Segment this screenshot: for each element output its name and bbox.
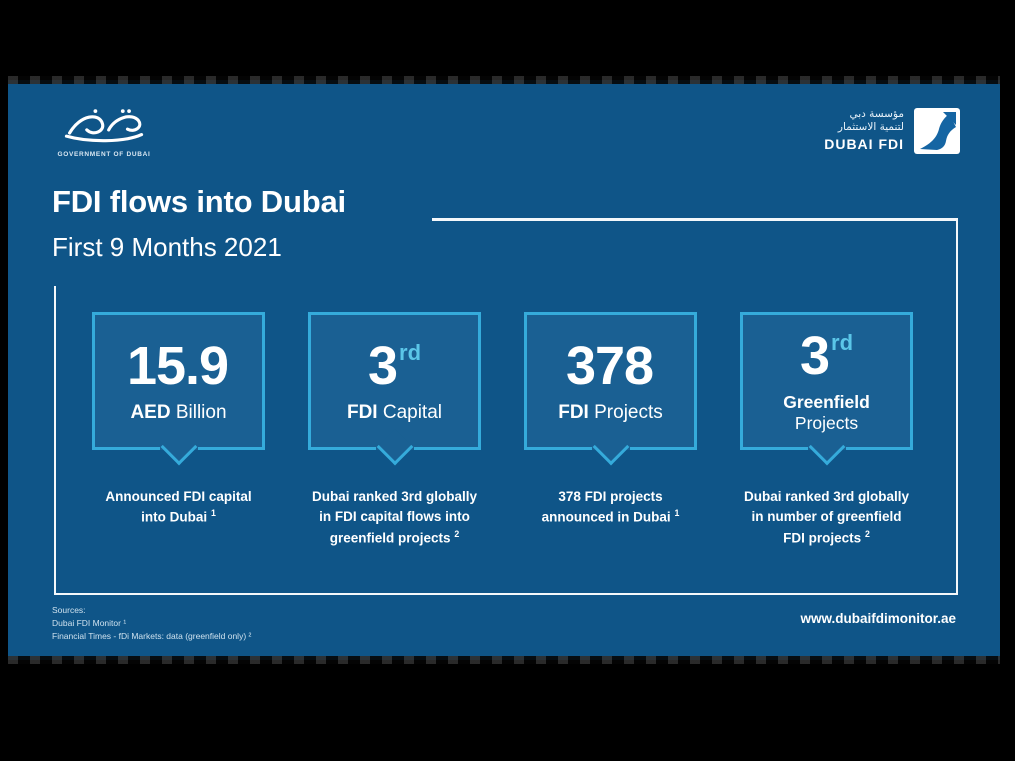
page-subtitle: First 9 Months 2021 bbox=[52, 232, 282, 262]
dubai-fdi-arabic-line1: مؤسسة دبي bbox=[849, 108, 904, 121]
stat-ordinal: rd bbox=[831, 329, 854, 355]
source-line-2: Financial Times - fDi Markets: data (gre… bbox=[52, 630, 252, 641]
stat-label: AED Billion bbox=[130, 401, 227, 423]
stat-card-fdi-projects: 378 FDI Projects 378 FDI projects announ… bbox=[524, 312, 697, 548]
footnote-marker: 1 bbox=[674, 508, 680, 519]
dubai-fdi-icon bbox=[914, 108, 960, 154]
stat-label: FDI Capital bbox=[346, 401, 443, 423]
stat-value-row: 378 bbox=[566, 339, 655, 393]
stat-bubble: 15.9 AED Billion bbox=[92, 312, 265, 466]
title-rule bbox=[432, 218, 958, 221]
stats-row: 15.9 AED Billion Announced FDI capital i… bbox=[92, 312, 913, 548]
source-line-1: Dubai FDI Monitor ¹ bbox=[52, 617, 127, 628]
page-title: FDI flows into Dubai bbox=[52, 184, 346, 219]
stat-value: 15.9 bbox=[126, 335, 229, 396]
stat-value: 378 bbox=[565, 335, 654, 396]
decor-frame-left bbox=[54, 286, 56, 595]
government-of-dubai-logo: GOVERNMENT OF DUBAI bbox=[54, 108, 154, 160]
dubai-fdi-logo-text: مؤسسة دبي لتنمية الاستثمار DUBAI FDI bbox=[824, 108, 904, 154]
bubble-tail bbox=[808, 428, 845, 466]
stat-caption: Dubai ranked 3rd globally in FDI capital… bbox=[311, 489, 478, 545]
footnote-marker: 1 bbox=[210, 508, 216, 519]
stat-card-aed-billion: 15.9 AED Billion Announced FDI capital i… bbox=[92, 312, 265, 548]
stat-label: FDI Projects bbox=[558, 401, 663, 423]
dubai-fdi-logo: مؤسسة دبي لتنمية الاستثمار DUBAI FDI bbox=[824, 108, 960, 154]
slide-card: GOVERNMENT OF DUBAI مؤسسة دبي لتنمية الا… bbox=[8, 76, 1000, 664]
gov-dubai-calligraphy-icon bbox=[64, 109, 144, 143]
stat-bubble: 378 FDI Projects bbox=[524, 312, 697, 466]
footnote-marker: 2 bbox=[454, 528, 460, 539]
gov-dubai-caption: GOVERNMENT OF DUBAI bbox=[57, 151, 151, 158]
sources-block: Sources: Dubai FDI Monitor ¹ Financial T… bbox=[52, 604, 251, 642]
stat-value-row: 15.9 bbox=[127, 339, 230, 393]
dubai-fdi-wordmark: DUBAI FDI bbox=[824, 136, 904, 153]
stat-value: 3 bbox=[799, 325, 830, 386]
website-url: www.dubaifdimonitor.ae bbox=[800, 611, 956, 626]
sources-label: Sources: bbox=[52, 605, 86, 615]
stat-label: Greenfield Projects bbox=[783, 391, 870, 433]
dubai-fdi-arabic-line2: لتنمية الاستثمار bbox=[837, 121, 904, 134]
decor-frame-right bbox=[956, 218, 958, 595]
stat-caption: 378 FDI projects announced in Dubai 1 bbox=[541, 489, 680, 525]
bubble-tail bbox=[160, 428, 197, 466]
stat-caption: Announced FDI capital into Dubai 1 bbox=[105, 489, 252, 525]
bubble-tail bbox=[592, 428, 629, 466]
bubble-tail bbox=[376, 428, 413, 466]
decor-frame-bottom bbox=[54, 593, 958, 595]
stat-value: 3 bbox=[367, 335, 398, 396]
footnote-marker: 2 bbox=[864, 528, 870, 539]
stat-ordinal: rd bbox=[399, 339, 422, 365]
stat-caption: Dubai ranked 3rd globally in number of g… bbox=[743, 489, 910, 545]
